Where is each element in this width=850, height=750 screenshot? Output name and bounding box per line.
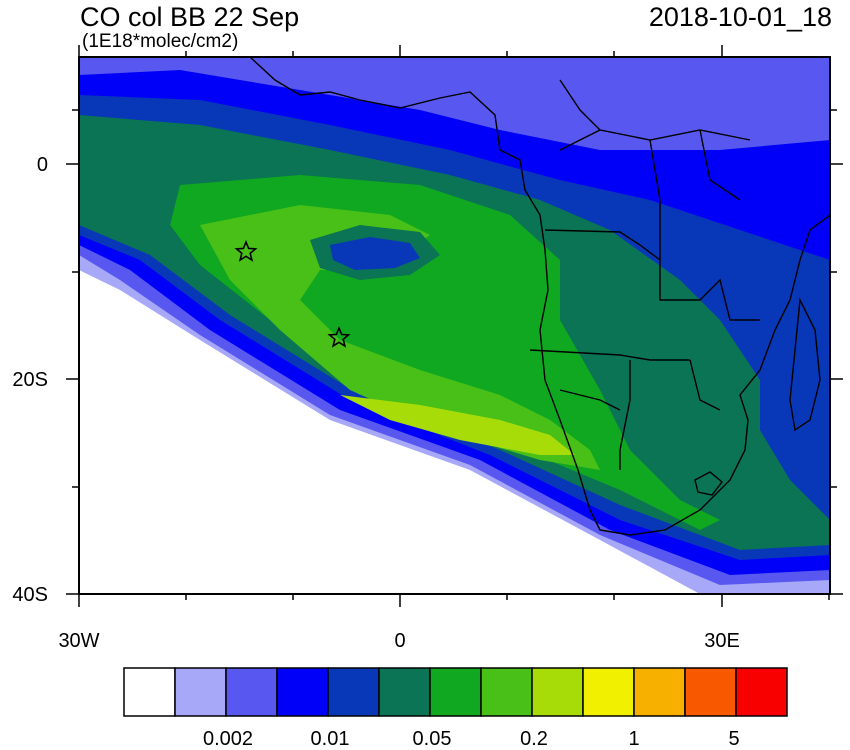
colorbar-label: 5: [728, 728, 740, 750]
marker-stars: [234, 239, 351, 348]
colorbar-label: 0.01: [310, 728, 350, 750]
lat-label-20s: 20S: [12, 369, 48, 391]
colorbar-swatch: [735, 667, 788, 717]
map-timestamp: 2018-10-01_18: [648, 2, 832, 32]
colorbar-swatch: [174, 667, 227, 717]
colorbar-swatch: [633, 667, 686, 717]
co-field: [79, 57, 830, 594]
map-title: CO col BB 22 Sep: [80, 2, 300, 32]
map-units: (1E18*molec/cm2): [82, 31, 239, 52]
colorbar: [123, 667, 788, 717]
colorbar-label: 0.05: [412, 728, 452, 750]
colorbar-swatch: [276, 667, 329, 717]
lon-label-30e: 30E: [704, 630, 740, 652]
colorbar-swatch: [327, 667, 380, 717]
lat-label-40s: 40S: [12, 584, 48, 606]
colorbar-swatch: [378, 667, 431, 717]
star-marker: [234, 239, 258, 262]
colorbar-swatch: [684, 667, 737, 717]
lon-label-0: 0: [394, 630, 406, 652]
star-marker: [327, 325, 351, 348]
colorbar-swatch: [429, 667, 482, 717]
madagascar-coast: [789, 297, 821, 432]
colorbar-swatch: [531, 667, 584, 717]
coastlines: [249, 57, 830, 536]
axis-ticks: [66, 45, 843, 607]
colorbar-swatch: [225, 667, 278, 717]
lat-label-0: 0: [36, 154, 48, 176]
colorbar-label: 0.002: [202, 728, 254, 750]
lesotho-border: [694, 471, 723, 496]
lon-label-30w: 30W: [58, 630, 100, 652]
west-africa-coast: [249, 57, 830, 536]
colorbar-swatch: [582, 667, 635, 717]
colorbar-swatch: [480, 667, 533, 717]
colorbar-label: 1: [628, 728, 640, 750]
colorbar-swatch: [123, 667, 176, 717]
colorbar-label: 0.2: [520, 728, 548, 750]
co-band-lightgreen: [200, 205, 600, 470]
map-frame: [78, 56, 831, 595]
co-band-inner-core: [330, 237, 420, 270]
country-borders: [529, 79, 760, 470]
co-band-yellowgreen: [340, 395, 575, 455]
